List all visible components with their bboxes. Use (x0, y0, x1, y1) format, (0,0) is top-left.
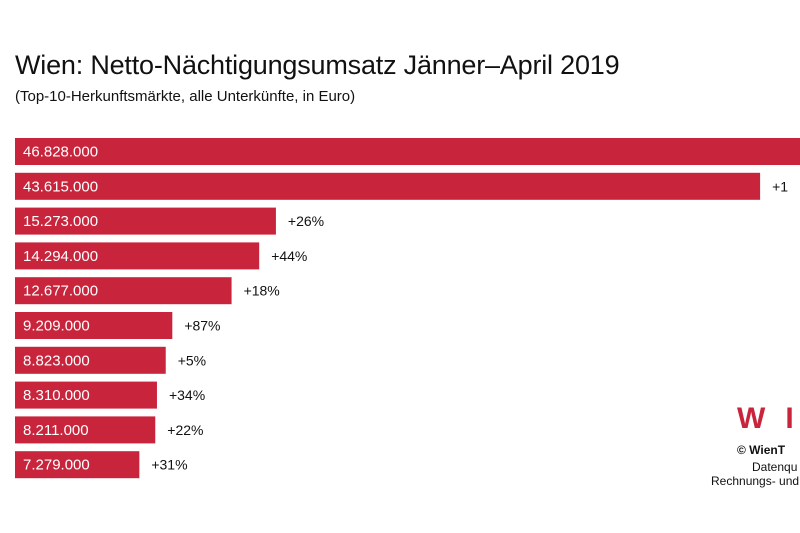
change-label-6: +87% (184, 318, 220, 334)
bar-1 (15, 138, 800, 165)
source-line-1: Datenqu (752, 460, 798, 474)
bar-value-label-10: 7.279.000 (23, 457, 90, 474)
bar-4 (15, 242, 260, 270)
change-label-10: +31% (151, 457, 187, 473)
bar-value-label-1: 46.828.000 (23, 144, 98, 161)
bar-value-label-4: 14.294.000 (23, 248, 98, 265)
source-line-2: Rechnungs- und (711, 474, 800, 488)
bar-6 (15, 312, 173, 339)
change-label-4: +44% (271, 248, 307, 264)
bar-value-label-7: 8.823.000 (23, 352, 90, 369)
bar-value-label-9: 8.211.000 (23, 422, 89, 439)
change-label-5: +18% (244, 283, 280, 299)
change-label-7: +5% (178, 352, 206, 368)
change-label-8: +34% (169, 387, 205, 403)
copyright-notice: © WienT (737, 443, 786, 457)
bar-value-label-3: 15.273.000 (23, 213, 98, 230)
bar-value-label-2: 43.615.000 (23, 178, 98, 195)
bar-5 (15, 277, 232, 305)
chart-title: Wien: Netto-Nächtigungsumsatz Jänner–Apr… (15, 50, 620, 80)
chart-subtitle: (Top-10-Herkunftsmärkte, alle Unterkünft… (15, 88, 356, 105)
bar-value-label-8: 8.310.000 (23, 387, 90, 404)
bar-7 (15, 346, 166, 374)
change-label-9: +22% (167, 422, 203, 438)
bar-value-label-6: 9.209.000 (23, 318, 90, 335)
change-label-2: +1 (772, 178, 788, 194)
bar-9 (15, 416, 156, 444)
bar-3 (15, 207, 276, 235)
wien-tourismus-logo: WI (737, 402, 794, 435)
bar-2 (15, 172, 761, 200)
bar-value-label-5: 12.677.000 (23, 283, 98, 300)
bar-10 (15, 451, 140, 479)
bar-8 (15, 381, 157, 409)
change-label-3: +26% (288, 213, 324, 229)
